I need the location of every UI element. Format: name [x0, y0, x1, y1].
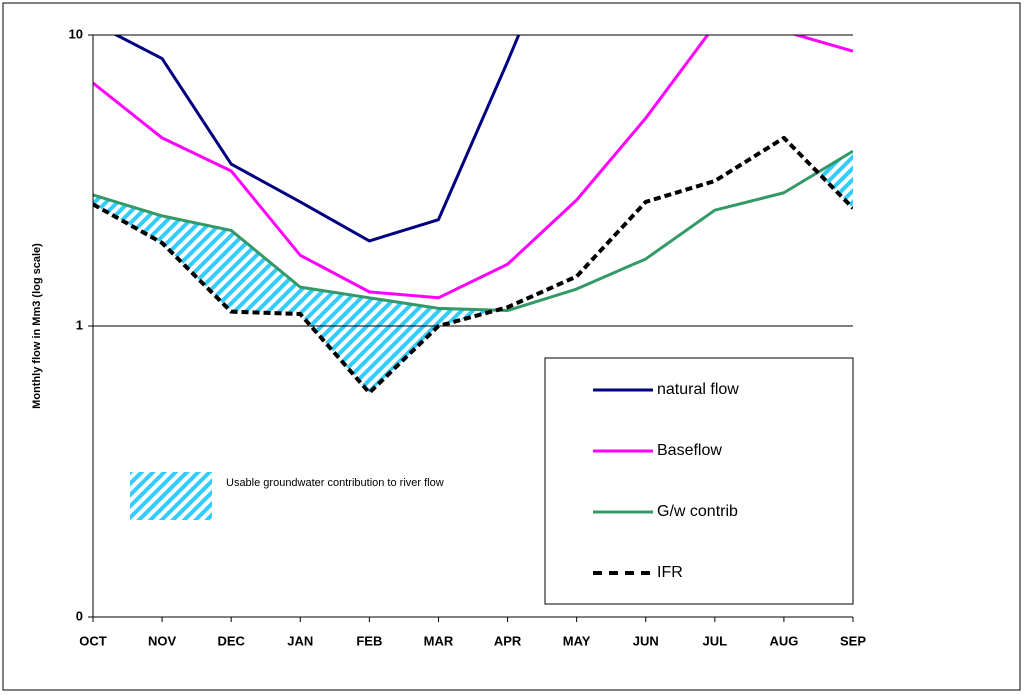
series-line	[93, 149, 853, 313]
series-line	[113, 35, 521, 243]
x-tick-label: FEB	[356, 633, 382, 648]
legend-label: Baseflow	[657, 442, 722, 459]
x-tick-label: JUL	[703, 633, 728, 648]
legend-label: natural flow	[657, 381, 739, 398]
x-tick-label: DEC	[217, 633, 245, 648]
y-tick-label: 0	[76, 608, 83, 623]
y-tick-label: 10	[69, 26, 83, 41]
x-tick-label: APR	[494, 633, 522, 648]
x-tick-label: OCT	[79, 633, 107, 648]
annotation: Usable groundwater contribution to river…	[226, 477, 444, 489]
y-axis-label: Monthly flow in Mm3 (log scale)	[31, 243, 43, 409]
x-tick-label: JUN	[633, 633, 659, 648]
x-tick-label: NOV	[148, 633, 177, 648]
x-tick-label: AUG	[769, 633, 798, 648]
x-tick-label: SEP	[840, 633, 866, 648]
legend	[544, 357, 854, 605]
usable-area	[93, 151, 853, 393]
annotation-swatch	[130, 472, 212, 520]
legend-label: IFR	[657, 564, 683, 581]
x-tick-label: JAN	[287, 633, 313, 648]
series-line	[93, 35, 853, 300]
x-tick-label: MAY	[563, 633, 591, 648]
legend-label: G/w contrib	[657, 503, 738, 520]
x-tick-label: MAR	[424, 633, 454, 648]
y-tick-label: 1	[76, 317, 83, 332]
series-line	[93, 135, 853, 395]
